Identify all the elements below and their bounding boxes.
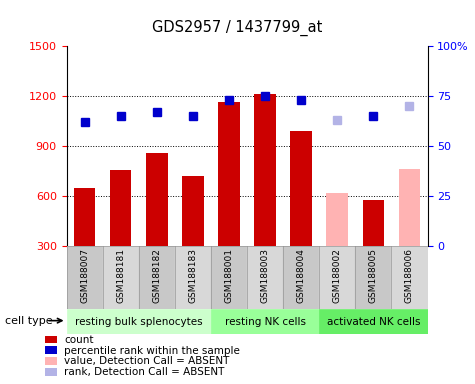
Text: GSM188001: GSM188001 — [225, 248, 233, 303]
Text: count: count — [64, 335, 94, 345]
Bar — [110, 170, 132, 296]
Bar — [74, 188, 95, 296]
Text: GSM188007: GSM188007 — [80, 248, 89, 303]
Bar — [66, 309, 211, 334]
Text: GSM188006: GSM188006 — [405, 248, 414, 303]
Text: rank, Detection Call = ABSENT: rank, Detection Call = ABSENT — [64, 367, 225, 377]
Bar — [218, 102, 240, 296]
Bar — [362, 200, 384, 296]
FancyBboxPatch shape — [175, 246, 211, 309]
Text: GSM188005: GSM188005 — [369, 248, 378, 303]
FancyBboxPatch shape — [355, 246, 391, 309]
Text: activated NK cells: activated NK cells — [327, 316, 420, 327]
Bar — [211, 309, 319, 334]
Bar — [326, 194, 348, 296]
FancyBboxPatch shape — [247, 246, 283, 309]
Text: GSM188181: GSM188181 — [116, 248, 125, 303]
Text: GDS2957 / 1437799_at: GDS2957 / 1437799_at — [152, 20, 323, 36]
Bar — [254, 94, 276, 296]
Text: GSM188003: GSM188003 — [261, 248, 269, 303]
Text: resting bulk splenocytes: resting bulk splenocytes — [75, 316, 202, 327]
Bar — [319, 309, 428, 334]
Text: percentile rank within the sample: percentile rank within the sample — [64, 346, 240, 356]
FancyBboxPatch shape — [139, 246, 175, 309]
Text: GSM188004: GSM188004 — [297, 248, 305, 303]
Bar — [290, 131, 312, 296]
Bar — [182, 176, 204, 296]
Text: cell type: cell type — [5, 316, 52, 326]
Text: GSM188182: GSM188182 — [152, 248, 161, 303]
Bar — [146, 152, 168, 296]
FancyBboxPatch shape — [66, 246, 103, 309]
FancyBboxPatch shape — [391, 246, 428, 309]
Text: value, Detection Call = ABSENT: value, Detection Call = ABSENT — [64, 356, 229, 366]
Bar — [399, 169, 420, 296]
Text: GSM188002: GSM188002 — [333, 248, 342, 303]
Text: GSM188183: GSM188183 — [189, 248, 197, 303]
Text: resting NK cells: resting NK cells — [225, 316, 305, 327]
FancyBboxPatch shape — [211, 246, 247, 309]
FancyBboxPatch shape — [319, 246, 355, 309]
FancyBboxPatch shape — [283, 246, 319, 309]
FancyBboxPatch shape — [103, 246, 139, 309]
